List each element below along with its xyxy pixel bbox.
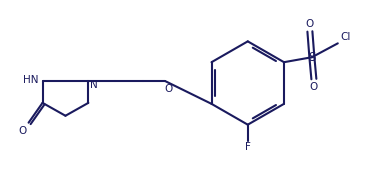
Text: O: O [164,84,172,94]
Text: N: N [91,80,98,90]
Text: S: S [308,51,316,64]
Text: F: F [245,142,251,153]
Text: O: O [18,126,27,136]
Text: O: O [310,82,318,92]
Text: HN: HN [23,75,38,85]
Text: Cl: Cl [340,32,351,42]
Text: O: O [306,18,314,29]
